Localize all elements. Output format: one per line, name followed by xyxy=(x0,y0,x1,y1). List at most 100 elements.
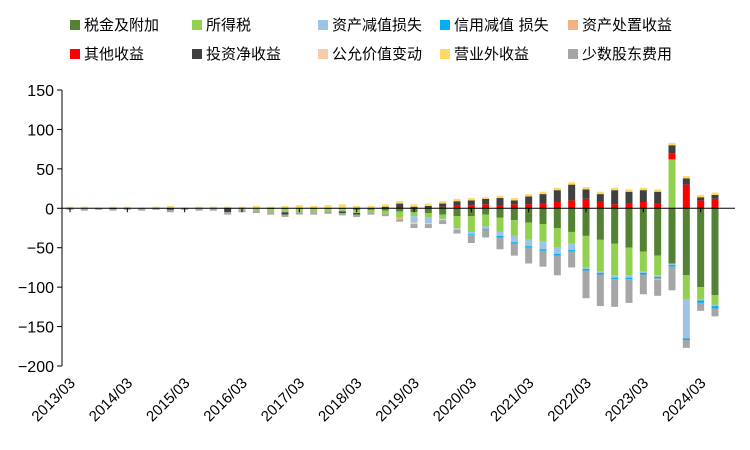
bar-segment xyxy=(668,265,676,267)
bar-segment xyxy=(639,201,647,209)
bar-segment xyxy=(682,208,690,276)
bar-segment xyxy=(324,205,332,209)
bar-segment xyxy=(439,208,447,215)
bar-segment xyxy=(396,219,404,222)
bar-segment xyxy=(510,204,518,209)
bar-segment xyxy=(252,205,260,209)
x-tick-label: 2013/03 xyxy=(28,375,78,425)
bar-segment xyxy=(482,197,490,199)
bar-segment xyxy=(553,255,561,276)
bar-segment xyxy=(453,198,461,202)
x-tick-label: 2014/03 xyxy=(86,375,136,425)
bar-segment xyxy=(80,208,88,211)
legend-swatch xyxy=(568,20,578,30)
bar-segment xyxy=(654,208,662,256)
bar-segment xyxy=(525,196,533,205)
bar-segment xyxy=(596,274,604,307)
bar-segment xyxy=(467,200,475,206)
bar-segment xyxy=(711,306,719,309)
bar-segment xyxy=(209,208,217,211)
bar-segment xyxy=(482,208,490,215)
bar-segment xyxy=(697,300,705,303)
bar-segment xyxy=(639,187,647,191)
bar-segment xyxy=(625,247,633,276)
x-tick-label: 2023/03 xyxy=(602,375,652,425)
bar-segment xyxy=(410,222,418,225)
bar-segment xyxy=(324,211,332,214)
bar-segment xyxy=(195,208,203,211)
bar-segment xyxy=(553,190,561,202)
bar-segment xyxy=(367,205,375,209)
bar-segment xyxy=(166,209,174,213)
bar-segment xyxy=(625,275,633,278)
bar-segment xyxy=(568,208,576,232)
bar-segment xyxy=(568,250,576,252)
bar-segment xyxy=(668,266,676,291)
legend-swatch xyxy=(192,20,202,30)
bar-segment xyxy=(568,231,576,244)
bar-segment xyxy=(439,218,447,220)
bar-segment xyxy=(281,212,289,215)
bar-segment xyxy=(596,208,604,240)
bar-segment xyxy=(639,271,647,273)
bar-segment xyxy=(639,251,647,272)
bar-segment xyxy=(625,208,633,248)
bar-segment xyxy=(453,229,461,234)
bar-segment xyxy=(711,192,719,195)
bar-segment xyxy=(682,338,690,340)
bar-segment xyxy=(525,222,533,240)
bar-segment xyxy=(224,208,232,213)
bar-segment xyxy=(367,209,375,213)
bar-segment xyxy=(582,208,590,236)
bar-segment xyxy=(152,208,160,210)
bar-segment xyxy=(682,175,690,179)
y-tick-label: −150 xyxy=(18,320,54,337)
bar-segment xyxy=(138,208,146,211)
bar-segment xyxy=(424,208,432,214)
bar-segment xyxy=(424,205,432,208)
bar-segment xyxy=(396,203,404,209)
legend-label: 其他收益 xyxy=(84,45,144,63)
bar-segment xyxy=(582,235,590,268)
bar-segment xyxy=(424,224,432,228)
bar-segment xyxy=(611,208,619,244)
bar-segment xyxy=(596,194,604,202)
bar-segment xyxy=(553,201,561,209)
bar-segment xyxy=(697,208,705,288)
bar-segment xyxy=(410,204,418,207)
bar-segment xyxy=(668,145,676,154)
bar-segment xyxy=(697,197,705,201)
bar-segment xyxy=(467,231,475,235)
bar-segment xyxy=(424,203,432,206)
bar-segment xyxy=(639,208,647,252)
bar-segment xyxy=(166,208,174,210)
bar-segment xyxy=(525,208,533,223)
bar-segment xyxy=(410,224,418,228)
bar-segment xyxy=(539,194,547,204)
bar-segment xyxy=(525,204,533,209)
bar-segment xyxy=(611,275,619,278)
bar-segment xyxy=(539,191,547,195)
legend-label: 所得税 xyxy=(206,16,251,34)
bar-segment xyxy=(410,216,418,223)
bar-segment xyxy=(525,247,533,264)
bar-segment xyxy=(697,298,705,301)
bar-segment xyxy=(453,228,461,230)
legend-label: 营业外收益 xyxy=(454,45,529,63)
bar-segment xyxy=(697,287,705,299)
bar-segment xyxy=(381,213,389,217)
bar-segment xyxy=(396,211,404,218)
y-tick-label: 50 xyxy=(36,162,54,179)
x-tick-label: 2020/03 xyxy=(430,375,480,425)
bar-segment xyxy=(711,198,719,209)
bar-segment xyxy=(611,279,619,307)
bar-segment xyxy=(238,206,246,209)
bar-segment xyxy=(582,270,590,299)
bar-segment xyxy=(453,228,461,229)
bar-segment xyxy=(611,277,619,280)
bar-segment xyxy=(596,191,604,195)
bar-segment xyxy=(682,298,690,339)
bar-segment xyxy=(711,208,719,296)
